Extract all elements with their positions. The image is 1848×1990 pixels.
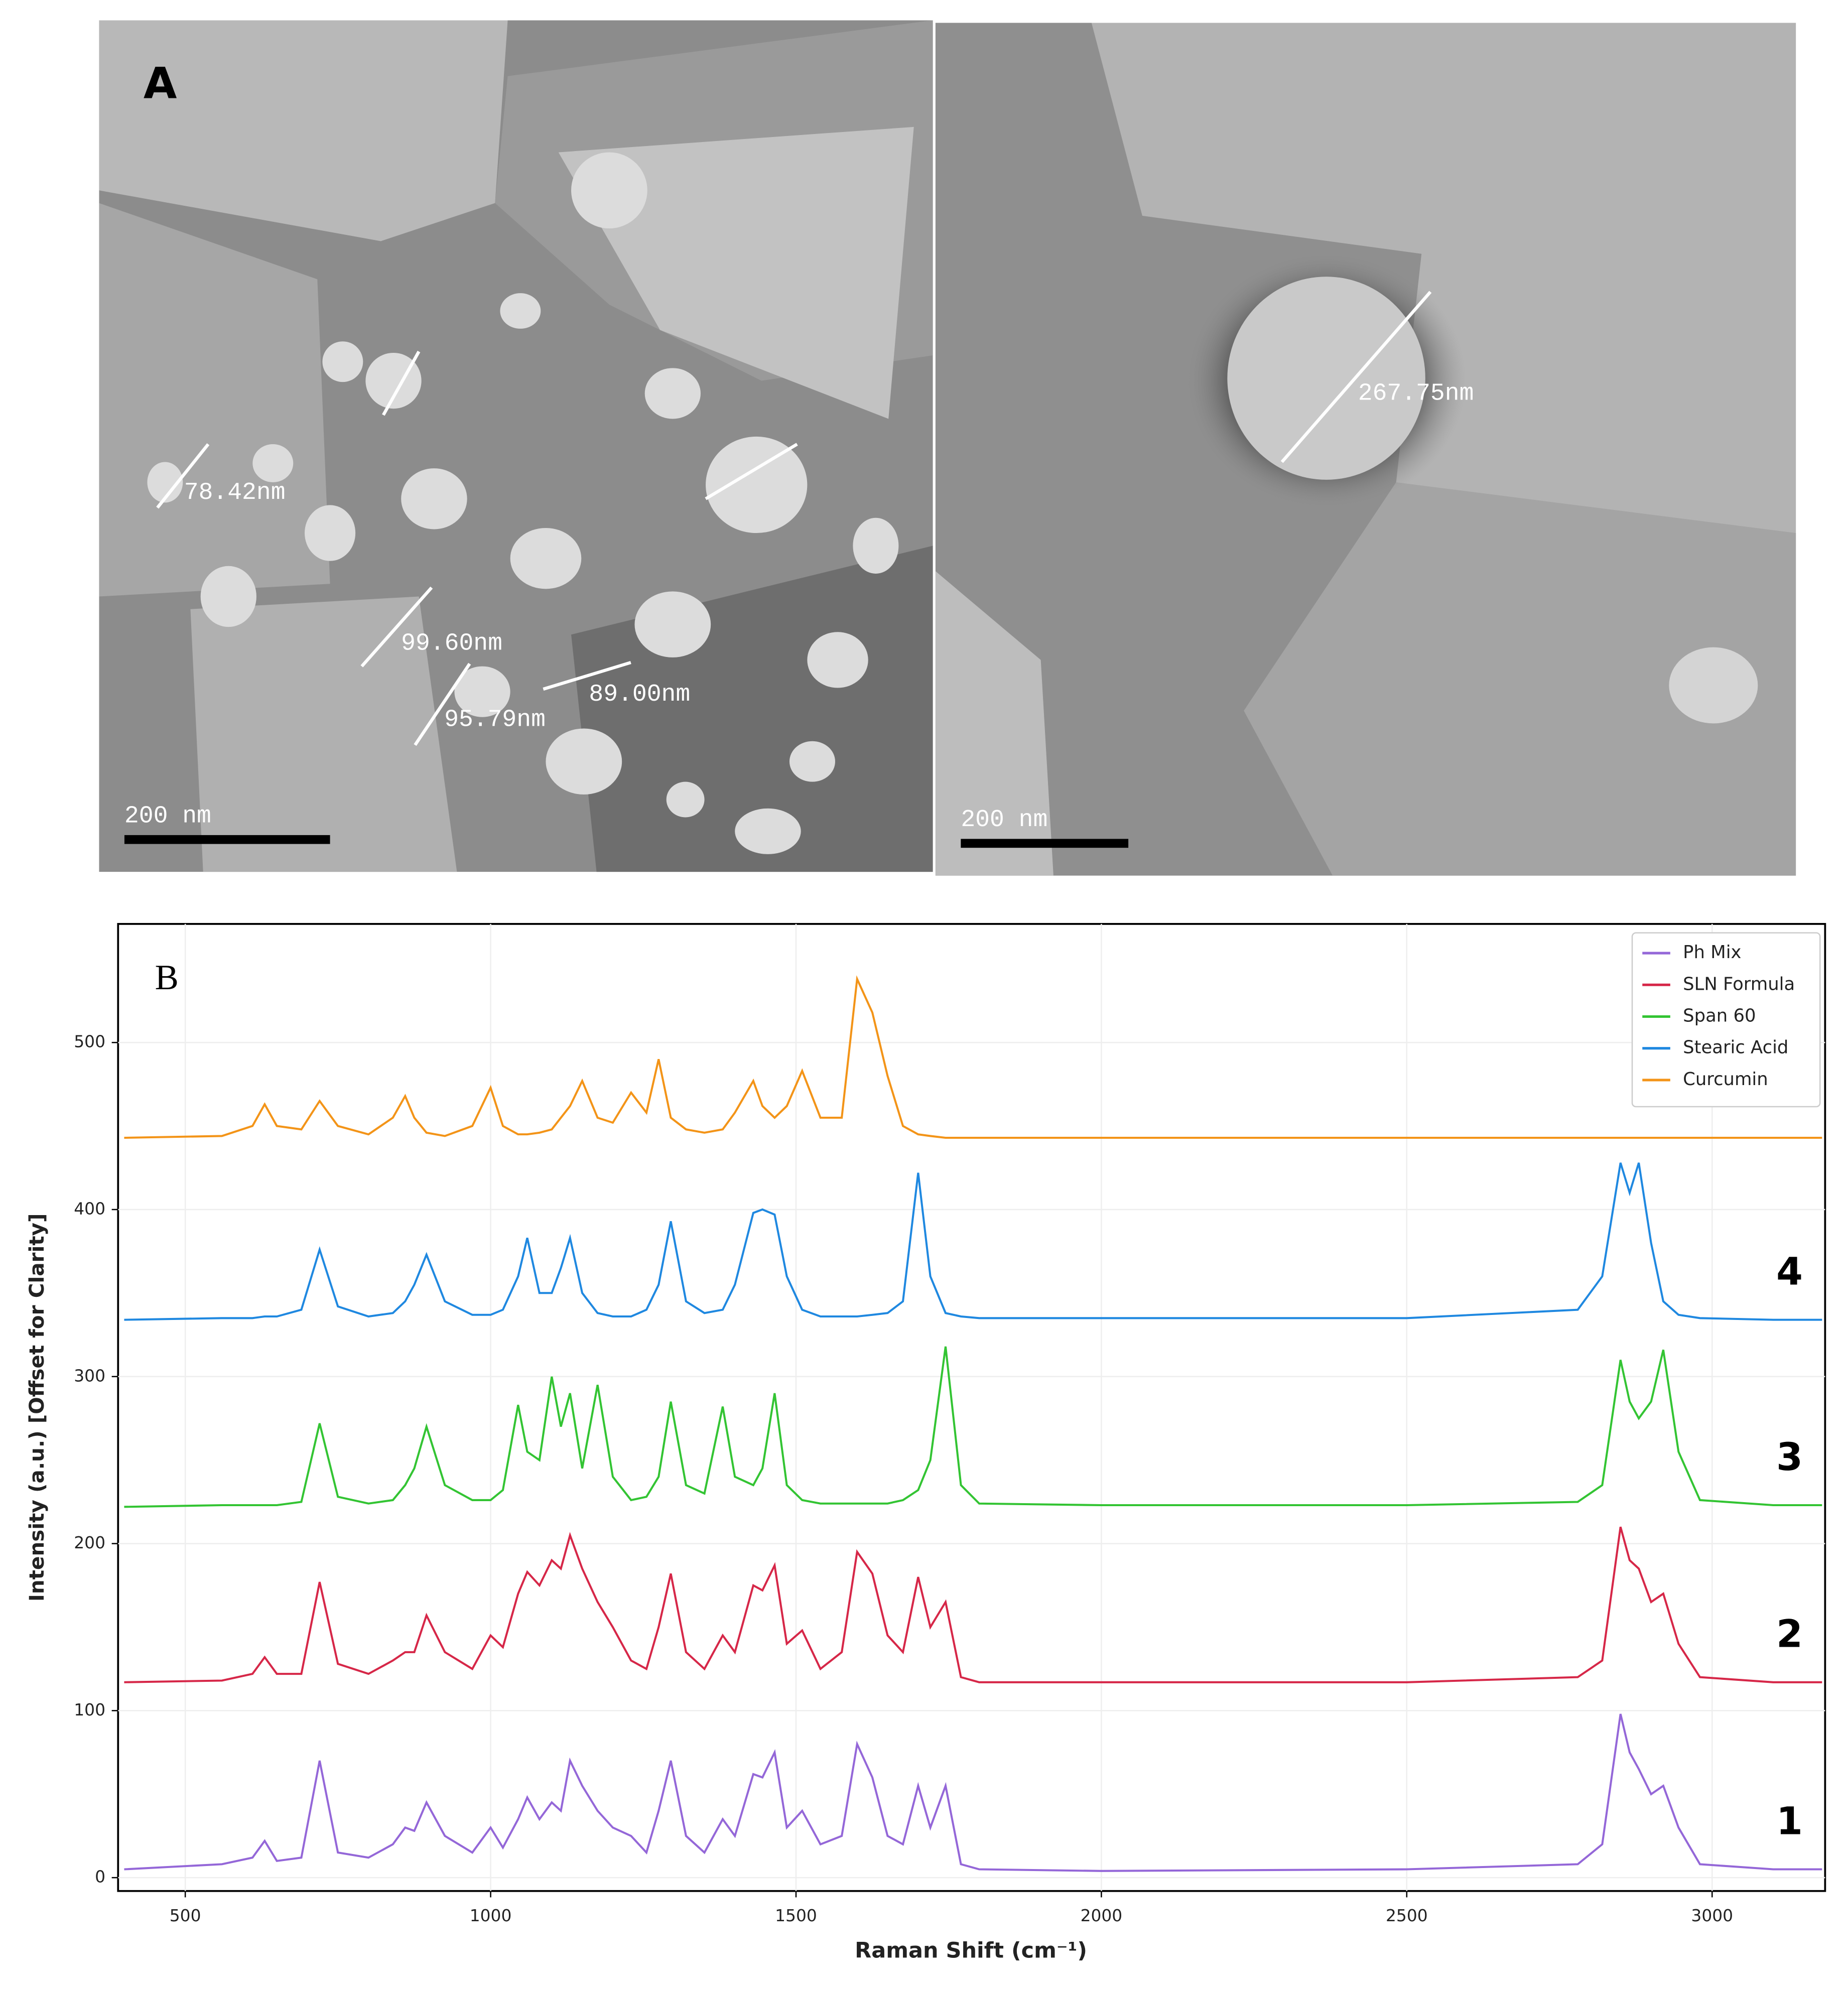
y-tick-label: 400	[74, 1199, 105, 1218]
scale-bar	[124, 835, 330, 844]
y-tick-label: 300	[74, 1366, 105, 1385]
x-tick-label: 3000	[1691, 1906, 1733, 1925]
legend-box	[1631, 932, 1821, 1108]
legend-label: Span 60	[1683, 1005, 1756, 1026]
y-tick-label: 0	[95, 1867, 105, 1887]
tem-image-left: 78.42nm 99.60nm 95.79nm 89.00nm A 200 nm	[99, 20, 933, 872]
x-tick-label: 1000	[470, 1906, 512, 1925]
scale-bar	[961, 839, 1129, 848]
x-axis-label: Raman Shift (cm⁻¹)	[855, 1938, 1087, 1963]
plot-frame	[117, 922, 1826, 1892]
x-tick-label: 2500	[1386, 1906, 1428, 1925]
x-tick-label: 1500	[775, 1906, 817, 1925]
tem-image-right: 267.75nm 200 nm	[935, 23, 1796, 876]
y-tick-label: 500	[74, 1032, 105, 1051]
trace-number: 2	[1776, 1612, 1803, 1656]
plot: 500 1000 1500 2000 2500 3000 0 100 200 300 400 500 1…	[74, 923, 1825, 1925]
panel-label: A	[144, 58, 177, 108]
trace-number: 3	[1776, 1435, 1803, 1479]
measurement-label: 78.42nm	[184, 479, 286, 506]
y-tick-label: 100	[74, 1700, 105, 1719]
spectrum-line	[124, 975, 1822, 1139]
trace-number: 1	[1776, 1799, 1803, 1843]
measurement-label: 267.75nm	[1358, 380, 1474, 408]
scale-bar-label: 200 nm	[961, 807, 1047, 834]
y-tick-label: 200	[74, 1533, 105, 1552]
legend-label: Stearic Acid	[1683, 1037, 1788, 1058]
spectrum-line	[124, 1346, 1822, 1508]
legend-label: SLN Formula	[1683, 974, 1795, 994]
panel-label: B	[155, 958, 179, 997]
spectrum-line	[124, 1162, 1822, 1321]
spectrum-line	[124, 1526, 1822, 1683]
trace-number: 4	[1776, 1250, 1803, 1294]
x-tick-label: 2000	[1081, 1906, 1123, 1925]
legend-label: Curcumin	[1683, 1069, 1768, 1090]
y-axis-label: Intensity (a.u.) [Offset for Clarity]	[25, 1214, 49, 1602]
scale-bar-label: 200 nm	[124, 803, 211, 830]
legend-label: Ph Mix	[1683, 942, 1741, 963]
x-tick-label: 500	[170, 1906, 201, 1925]
spectrum-line	[124, 1713, 1822, 1872]
measurement-label: 95.79nm	[444, 706, 546, 733]
measurement-label: 99.60nm	[401, 630, 502, 657]
measurement-label: 89.00nm	[589, 681, 690, 708]
